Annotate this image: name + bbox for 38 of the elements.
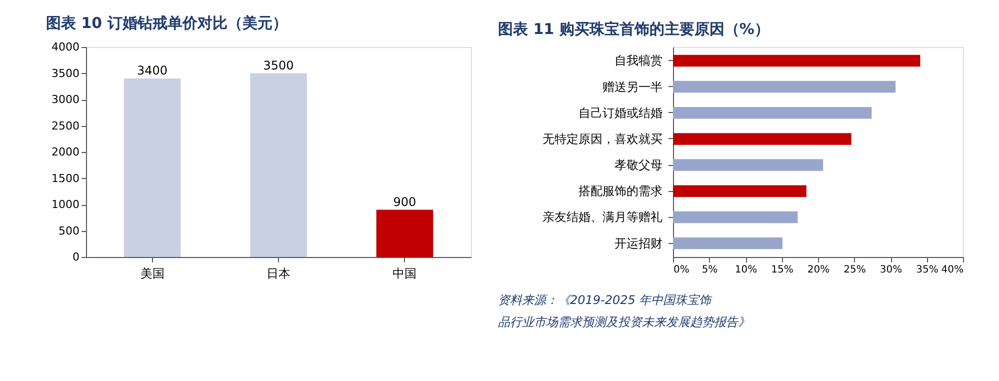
text: 资料来源：《2019-2025 年中国珠宝饰品行业市场需求预测及投资未来发展趋势报告》 — [498, 293, 750, 329]
data-label: 3500 — [263, 58, 294, 72]
y-tick-label: 孝敬父母 — [614, 158, 662, 172]
y-tick-label: 自己订婚或结婚 — [578, 106, 662, 120]
chart-title: 图表 11 购买珠宝首饰的主要原因（%） — [498, 20, 770, 38]
y-tick-label: 自我犒赏 — [614, 54, 662, 68]
y-tick-label: 4000 — [52, 40, 80, 54]
x-tick-label: 15% — [771, 264, 794, 276]
y-tick-label: 1000 — [52, 198, 80, 211]
data-label: 3400 — [136, 64, 168, 78]
y-tick-label: 3000 — [52, 93, 80, 106]
x-tick-label: 40% — [941, 264, 964, 276]
y-tick-label: 2000 — [52, 146, 80, 158]
x-tick-label: 中国 — [392, 266, 417, 280]
y-tick-label: 500 — [58, 224, 80, 238]
y-tick-label: 亲友结婚、满月等赠礼 — [542, 210, 662, 224]
y-tick-label: 无特定原因，喜欢就买 — [542, 132, 662, 146]
bar — [376, 210, 434, 257]
x-tick-label: 5% — [702, 264, 718, 276]
y-tick-label: 开运招财 — [614, 236, 662, 250]
y-tick-label: 3500 — [52, 66, 80, 80]
x-tick-label: 20% — [807, 264, 830, 276]
x-tick-label: 0% — [674, 264, 690, 276]
x-tick-label: 25% — [844, 264, 866, 276]
bar — [124, 78, 181, 257]
y-tick-label: 搭配服饰的需求 — [578, 184, 662, 198]
y-tick-label: 2500 — [52, 119, 80, 132]
y-tick-label: 0 — [72, 250, 80, 264]
x-tick-label: 美国 — [140, 266, 164, 280]
x-tick-label: 30% — [880, 264, 902, 276]
y-tick-label: 赠送另一半 — [602, 80, 662, 94]
bar — [250, 73, 307, 257]
chart-title: 图表 10 订婚钻戒单价对比（美元） — [46, 14, 288, 32]
x-tick-label: 10% — [734, 264, 758, 276]
y-tick-label: 1500 — [52, 172, 80, 185]
x-tick-label: 日本 — [266, 266, 290, 280]
x-tick-label: 35% — [916, 264, 938, 276]
data-label: 900 — [393, 194, 416, 209]
